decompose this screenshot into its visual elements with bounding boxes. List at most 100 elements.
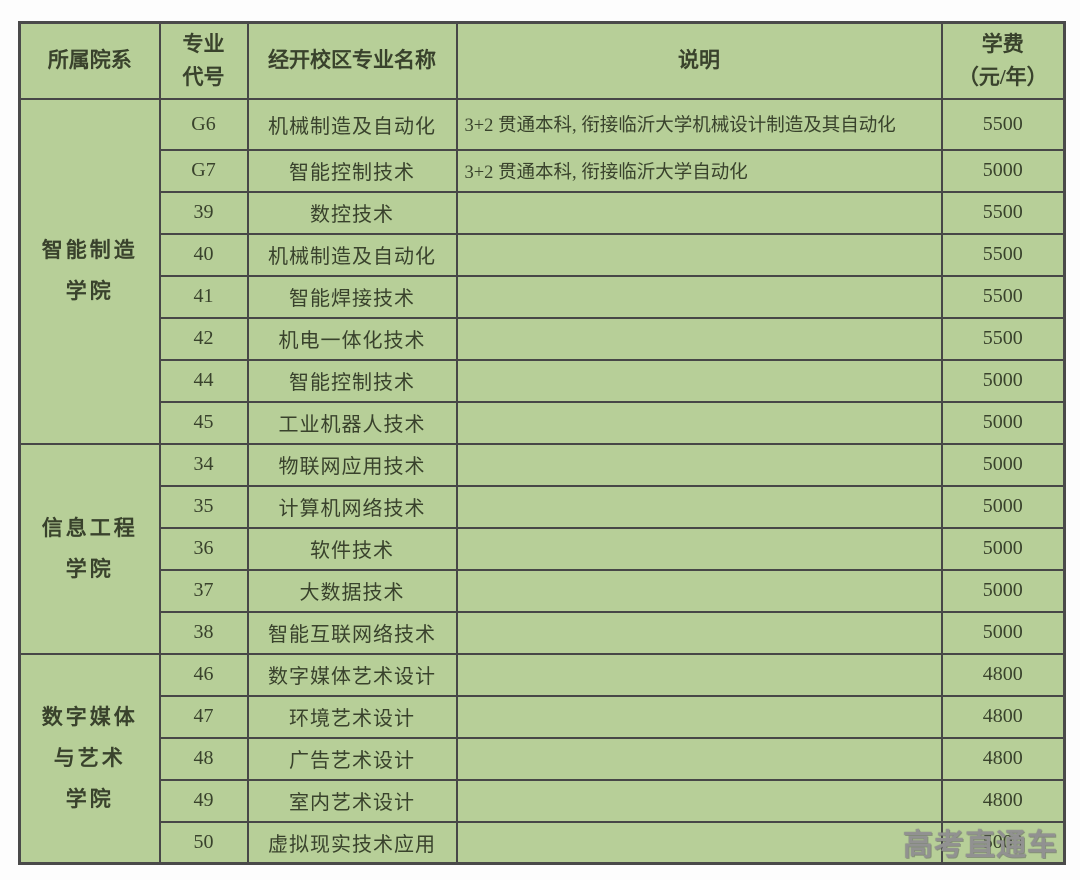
major-cell: 智能控制技术 [246,358,458,403]
header-fee-line1: 学费 [981,32,1024,57]
code-cell: 37 [158,568,249,613]
table-row: 47 环境艺术设计 4800 [20,694,1066,739]
code-cell: G6 [158,97,249,151]
major-cell: 机电一体化技术 [246,316,458,361]
major-cell: 室内艺术设计 [246,778,458,823]
header-major-code: 专业 代号 [158,21,249,100]
code-cell: 45 [158,400,249,445]
fee-cell: 5500 [940,97,1066,151]
code-cell: 39 [158,190,249,235]
major-cell: 计算机网络技术 [246,484,458,529]
table-row: 信息工程 学院 34 物联网应用技术 5000 [18,442,1066,655]
header-major-name: 经开校区专业名称 [246,21,458,100]
table-row: 45 工业机器人技术 5000 [20,400,1066,445]
major-cell: 大数据技术 [246,568,458,613]
fee-cell: 5000 [940,568,1066,613]
code-cell: 50 [158,820,249,865]
major-cell: 广告艺术设计 [246,736,458,781]
note-cell: 3+2 贯通本科, 衔接临沂大学自动化 [455,148,943,193]
college-name-line: 学院 [65,786,114,811]
college-name-line: 与艺术 [53,745,126,770]
header-major-code-line2: 代号 [182,64,225,89]
header-college: 所属院系 [18,21,161,100]
note-cell [455,652,943,697]
major-cell: 虚拟现实技术应用 [246,820,458,865]
table-row: 36 软件技术 5000 [20,526,1066,571]
code-cell: 49 [158,778,249,823]
note-cell [455,778,943,823]
college-cell: 智能制造 学院 [18,97,161,445]
college-cell: 信息工程 学院 [18,442,161,655]
fee-cell: 5000 [940,484,1066,529]
fee-cell: 5500 [940,190,1066,235]
code-cell: 36 [158,526,249,571]
note-cell [455,610,943,655]
major-cell: 智能焊接技术 [246,274,458,319]
fee-cell: 5000 [940,400,1066,445]
tuition-table-container: 所属院系 专业 代号 经开校区专业名称 说明 学费 （元/年） 智能制造 学院 G6… [18,21,1066,865]
major-cell: 物联网应用技术 [246,442,458,487]
table-row: 44 智能控制技术 5000 [20,358,1066,403]
note-cell [455,694,943,739]
table-row: 35 计算机网络技术 5000 [20,484,1066,529]
fee-cell: 4800 [940,652,1066,697]
fee-cell: 5000 [940,358,1066,403]
college-cell: 数字媒体 与艺术 学院 [18,652,161,865]
code-cell: 35 [158,484,249,529]
code-cell: 34 [158,442,249,487]
note-cell [455,358,943,403]
major-cell: 环境艺术设计 [246,694,458,739]
header-fee-line2: （元/年） [957,64,1048,89]
code-cell: 38 [158,610,249,655]
fee-cell: 5000 [940,610,1066,655]
table-row: 49 室内艺术设计 4800 [20,778,1066,823]
college-name-line: 学院 [65,556,114,581]
fee-cell: 5000 [940,442,1066,487]
note-cell [455,526,943,571]
note-cell [455,274,943,319]
college-name-line: 学院 [65,279,114,303]
header-fee: 学费 （元/年） [940,21,1066,100]
fee-cell: 5000 [940,526,1066,571]
major-cell: 智能互联网络技术 [246,610,458,655]
fee-cell: 4800 [940,778,1066,823]
tuition-table: 所属院系 专业 代号 经开校区专业名称 说明 学费 （元/年） 智能制造 学院 G6… [18,21,1066,865]
table-row: 智能制造 学院 G6 机械制造及自动化 3+2 贯通本科, 衔接临沂大学机械设计制造及其… [18,97,1066,445]
table-row: 50 虚拟现实技术应用 5000 [20,820,1066,865]
note-cell [455,568,943,613]
major-cell: 工业机器人技术 [246,400,458,445]
fee-cell: 5500 [940,274,1066,319]
major-cell: 数控技术 [246,190,458,235]
code-cell: 42 [158,316,249,361]
fee-cell: 5500 [940,316,1066,361]
major-cell: 数字媒体艺术设计 [246,652,458,697]
code-cell: 47 [158,694,249,739]
note-cell [455,232,943,277]
table-row: 数字媒体 与艺术 学院 46 数字媒体艺术设计 4800 [18,652,1066,865]
table-row: 40 机械制造及自动化 5500 [20,232,1066,277]
code-cell: 46 [158,652,249,697]
table-row: 42 机电一体化技术 5500 [20,316,1066,361]
table-row: 38 智能互联网络技术 5000 [20,610,1066,655]
college-name-line: 信息工程 [41,515,138,540]
code-cell: 44 [158,358,249,403]
major-cell: 软件技术 [246,526,458,571]
code-cell: G7 [158,148,249,193]
table-row: 41 智能焊接技术 5500 [20,274,1066,319]
header-major-code-line1: 专业 [182,32,225,57]
code-cell: 48 [158,736,249,781]
major-cell: 机械制造及自动化 [246,97,458,151]
note-cell [455,820,943,865]
header-major-name-label: 经开校区专业名称 [268,48,436,73]
header-college-label: 所属院系 [47,48,132,73]
note-cell [455,484,943,529]
table-row: G7 智能控制技术 3+2 贯通本科, 衔接临沂大学自动化 5000 [20,148,1066,193]
table-row: 39 数控技术 5500 [20,190,1066,235]
fee-table-body: 智能制造 学院 G6 机械制造及自动化 3+2 贯通本科, 衔接临沂大学机械设计制造及其… [18,97,1066,865]
fee-cell: 4800 [940,736,1066,781]
note-cell: 3+2 贯通本科, 衔接临沂大学机械设计制造及其自动化 [455,97,943,151]
fee-cell: 5000 [940,820,1066,865]
table-row: 37 大数据技术 5000 [20,568,1066,613]
major-cell: 智能控制技术 [246,148,458,193]
fee-cell: 5000 [940,148,1066,193]
